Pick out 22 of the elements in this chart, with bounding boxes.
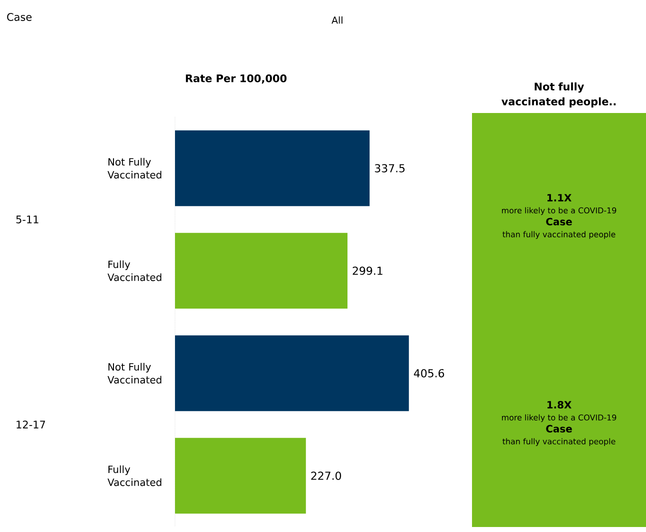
bar [175,232,348,309]
series-label: Fully Vaccinated [108,260,162,282]
y-tick-label: 5-11 [16,216,38,224]
text: Not fully vaccinated people.. [502,82,616,108]
text: 1.8X [547,401,572,409]
data-label: 337.5 [374,164,405,172]
text: Case [546,424,572,432]
bar [175,438,306,514]
data-label: 227.0 [311,472,342,480]
data-label: 405.6 [414,369,444,378]
series-label: Not Fully Vaccinated [108,158,162,179]
text: 1.1X [547,194,572,202]
chart-title: Rate Per 100,000 [186,74,287,84]
text: Not Fully Vaccinated [108,362,162,384]
text: Case [546,218,572,226]
text: Fully Vaccinated [108,465,162,486]
data-label: 299.1 [352,266,382,275]
text: All [332,16,342,24]
bar [175,335,409,412]
text: Case [7,13,32,21]
y-tick-label: 12-17 [16,420,46,428]
bar [175,130,370,206]
